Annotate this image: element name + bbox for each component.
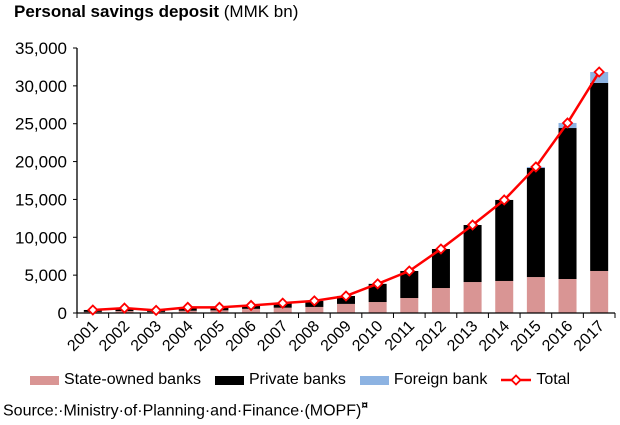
bar-private-banks-2012 xyxy=(431,249,450,289)
chart-title-main: Personal savings deposit xyxy=(14,2,220,21)
bar-private-banks-2011 xyxy=(400,270,419,299)
y-tick-label: 0 xyxy=(58,304,67,323)
legend: State-owned banks Private banks Foreign … xyxy=(30,370,584,390)
x-tick-label: 2001 xyxy=(64,318,101,355)
bar-state-owned-banks-2016 xyxy=(558,279,577,313)
x-tick-label: 2003 xyxy=(128,318,165,355)
total-marker-2004 xyxy=(181,301,194,314)
legend-item-total: Total xyxy=(501,371,570,389)
chart-title-unit: (MMK bn) xyxy=(223,2,299,21)
x-tick-label: 2016 xyxy=(539,318,576,355)
source-mark: ¤ xyxy=(361,398,369,412)
x-tick-label: 2009 xyxy=(318,318,355,355)
x-tick-label: 2014 xyxy=(476,318,513,355)
bar-state-owned-banks-2013 xyxy=(463,282,482,313)
total-marker-2015 xyxy=(530,161,542,173)
legend-item-state-owned: State-owned banks xyxy=(30,371,201,389)
x-tick-label: 2005 xyxy=(191,318,228,355)
x-tick-label: 2013 xyxy=(444,318,481,355)
x-tick-label: 2011 xyxy=(382,318,418,354)
source-note: Source:·Ministry·of·Planning·and·Finance… xyxy=(3,398,368,420)
axes-layer xyxy=(73,47,616,318)
total-line xyxy=(92,71,601,312)
total-line-layer xyxy=(87,66,605,317)
total-marker-2003 xyxy=(150,304,162,317)
bar-private-banks-2013 xyxy=(463,225,482,283)
x-tick-label: 2002 xyxy=(96,318,133,355)
y-tick-label: 10,000 xyxy=(15,228,67,247)
bar-private-banks-2014 xyxy=(495,199,514,281)
total-marker-2001 xyxy=(87,304,99,316)
bar-state-owned-banks-2011 xyxy=(400,298,419,313)
y-tick-label: 5,000 xyxy=(24,266,67,285)
legend-label: Foreign bank xyxy=(393,371,488,388)
chart-title: Personal savings deposit (MMK bn) xyxy=(14,2,298,22)
legend-item-private: Private banks xyxy=(214,371,346,389)
total-marker-2009 xyxy=(340,290,352,302)
bar-state-owned-banks-2008 xyxy=(305,306,324,313)
bar-layer xyxy=(83,72,609,313)
bar-private-banks-2017 xyxy=(590,82,609,271)
source-text: Source:·Ministry·of·Planning·and·Finance… xyxy=(3,402,362,420)
x-tick-label: 2008 xyxy=(286,318,323,355)
total-marker-2016 xyxy=(561,117,574,129)
y-tick-label: 25,000 xyxy=(15,115,67,134)
total-marker-2014 xyxy=(498,194,511,206)
legend-swatch-private xyxy=(214,375,244,385)
bar-state-owned-banks-2014 xyxy=(495,280,514,313)
y-tick-label: 30,000 xyxy=(15,77,67,96)
legend-line-marker-icon xyxy=(501,374,532,386)
bar-private-banks-2015 xyxy=(526,168,545,278)
chart-plot: 0 5,000 10,000 15,000 20,000 25,000 30,000 35,0… xyxy=(15,39,616,355)
total-marker-2013 xyxy=(466,219,479,231)
total-marker-2008 xyxy=(308,295,321,307)
x-tick-label: 2015 xyxy=(508,318,545,355)
bar-state-owned-banks-2012 xyxy=(431,288,450,313)
total-marker-2005 xyxy=(213,301,226,314)
total-marker-2010 xyxy=(371,278,384,290)
x-tick-label: 2007 xyxy=(254,318,291,355)
legend-swatch-state-owned xyxy=(30,375,59,385)
y-tick-label: 15,000 xyxy=(15,190,67,209)
y-tick-label: 20,000 xyxy=(15,153,67,172)
total-marker-2007 xyxy=(276,297,289,309)
bar-state-owned-banks-2007 xyxy=(273,307,292,313)
legend-swatch-foreign xyxy=(359,375,389,385)
total-marker-2017 xyxy=(593,66,605,78)
bar-private-banks-2010 xyxy=(368,283,387,303)
bar-state-owned-banks-2010 xyxy=(368,302,387,313)
bar-private-banks-2016 xyxy=(558,128,577,280)
legend-item-foreign: Foreign bank xyxy=(359,371,488,389)
total-marker-2012 xyxy=(435,243,447,255)
legend-label: Total xyxy=(536,371,571,388)
total-marker-2002 xyxy=(118,302,131,314)
bar-state-owned-banks-2017 xyxy=(590,270,609,313)
x-tick-label: 2006 xyxy=(223,318,260,355)
bar-state-owned-banks-2009 xyxy=(337,303,355,313)
y-tick-label: 35,000 xyxy=(15,39,67,58)
legend-label: State-owned banks xyxy=(64,371,201,388)
x-tick-label: 2004 xyxy=(159,318,196,355)
total-marker-2011 xyxy=(403,265,416,277)
x-tick-label: 2017 xyxy=(571,318,608,355)
total-marker-2006 xyxy=(245,299,257,312)
x-tick-label: 2012 xyxy=(413,318,450,355)
bar-state-owned-banks-2015 xyxy=(526,277,545,313)
x-tick-label: 2010 xyxy=(349,318,386,355)
legend-label: Private banks xyxy=(248,371,346,388)
